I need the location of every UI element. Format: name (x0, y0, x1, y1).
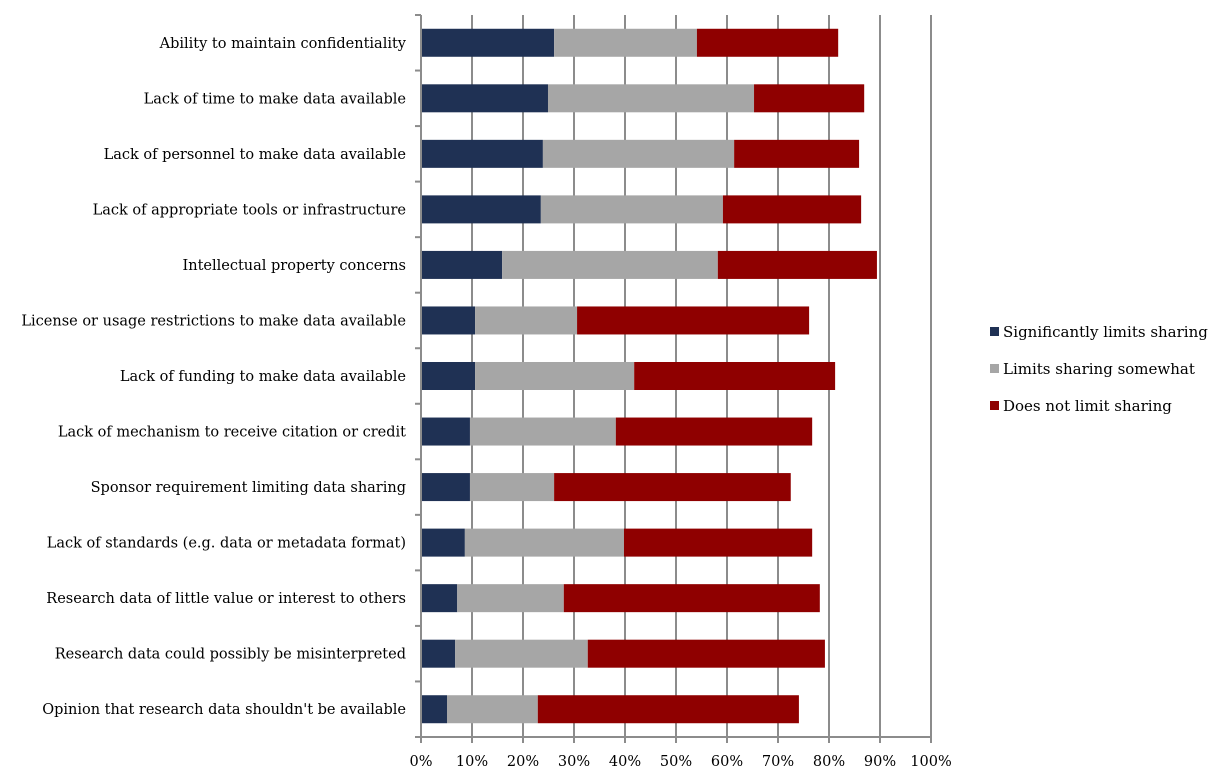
bar-segment-limits-somewhat (464, 528, 624, 557)
category-label: Intellectual property concerns (183, 258, 406, 274)
bar-segment-limits-somewhat (475, 306, 578, 335)
bar-segment-does-not-limit (577, 306, 810, 335)
bar-segment-significantly-limits (421, 250, 503, 279)
x-tick-label: 50% (660, 754, 692, 770)
category-label: Lack of mechanism to receive citation or… (58, 425, 406, 441)
bar-segment-significantly-limits (421, 639, 456, 668)
category-label: Lack of personnel to make data available (104, 147, 406, 163)
legend-label: Significantly limits sharing (1003, 323, 1208, 341)
bar-segment-limits-somewhat (547, 84, 755, 113)
category-label: Lack of standards (e.g. data or metadata… (47, 536, 406, 552)
legend-label: Does not limit sharing (1003, 397, 1172, 415)
x-tick-label: 90% (864, 754, 896, 770)
x-tick-label: 70% (762, 754, 794, 770)
bar-segment-significantly-limits (421, 695, 448, 724)
bar-segment-significantly-limits (421, 528, 465, 557)
bar-segment-does-not-limit (587, 639, 825, 668)
bar-segment-significantly-limits (421, 417, 470, 446)
category-label: Ability to maintain confidentiality (159, 36, 407, 52)
axes (415, 14, 932, 743)
legend-swatch (990, 364, 999, 373)
x-tick-label: 30% (558, 754, 590, 770)
category-label: Research data of little value or interes… (46, 591, 406, 607)
bar-segment-limits-somewhat (540, 195, 723, 224)
category-label: Lack of appropriate tools or infrastruct… (93, 202, 406, 218)
bar-segment-significantly-limits (421, 195, 541, 224)
bar-segment-does-not-limit (722, 195, 862, 224)
category-label: License or usage restrictions to make da… (21, 313, 406, 329)
category-label: Opinion that research data shouldn't be … (42, 702, 406, 718)
bar-segment-does-not-limit (563, 584, 820, 613)
bar-segment-significantly-limits (421, 139, 543, 168)
x-tick-label: 80% (813, 754, 845, 770)
category-label: Research data could possibly be misinter… (55, 647, 406, 663)
x-tick-label: 100% (910, 754, 951, 770)
bar-segment-limits-somewhat (469, 417, 616, 446)
bar-segment-does-not-limit (623, 528, 813, 557)
x-tick-labels: 0% 10% 20% 30% 40% 50% 60% 70% 80% 90% 100% (409, 754, 951, 770)
bar-segment-significantly-limits (421, 28, 555, 57)
category-label: Lack of time to make data available (144, 91, 406, 107)
bar-segment-does-not-limit (734, 139, 860, 168)
legend: Significantly limits sharing Limits shari… (990, 323, 1208, 415)
bar-segment-significantly-limits (421, 362, 476, 390)
bar-segment-does-not-limit (615, 417, 813, 446)
bar-segment-limits-somewhat (554, 28, 697, 57)
bar-segment-limits-somewhat (447, 695, 538, 724)
bar-segment-does-not-limit (696, 28, 839, 57)
bar-segment-limits-somewhat (469, 473, 555, 502)
x-tick-label: 40% (609, 754, 641, 770)
bar-segment-limits-somewhat (475, 362, 635, 390)
legend-label: Limits sharing somewhat (1003, 360, 1195, 378)
bars (421, 28, 877, 724)
x-tick-label: 20% (507, 754, 539, 770)
bar-segment-limits-somewhat (455, 639, 588, 668)
bar-segment-significantly-limits (421, 84, 548, 113)
category-label: Lack of funding to make data available (120, 369, 406, 385)
bar-segment-limits-somewhat (502, 250, 718, 279)
bar-segment-does-not-limit (717, 250, 877, 279)
category-label: Sponsor requirement limiting data sharin… (91, 480, 406, 496)
bar-segment-does-not-limit (754, 84, 865, 113)
bar-segment-does-not-limit (554, 473, 791, 502)
bar-segment-limits-somewhat (457, 584, 564, 613)
x-tick-label: 10% (456, 754, 488, 770)
bar-segment-does-not-limit (537, 695, 799, 724)
bar-segment-significantly-limits (421, 306, 476, 335)
x-tick-label: 0% (409, 754, 432, 770)
legend-swatch (990, 401, 999, 410)
x-tick-label: 60% (711, 754, 743, 770)
bar-segment-does-not-limit (634, 362, 836, 390)
bar-segment-limits-somewhat (542, 139, 735, 168)
legend-swatch (990, 327, 999, 336)
bar-segment-significantly-limits (421, 473, 470, 502)
bar-segment-significantly-limits (421, 584, 458, 613)
category-labels: Ability to maintain confidentiality Lack … (21, 36, 406, 718)
